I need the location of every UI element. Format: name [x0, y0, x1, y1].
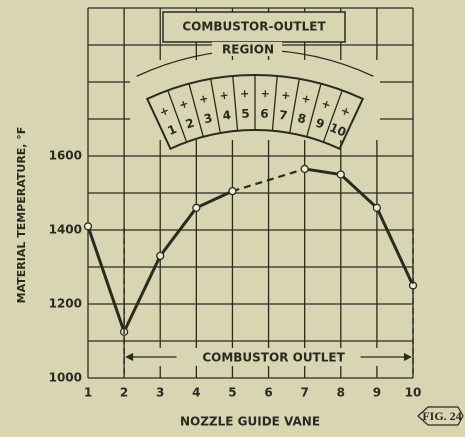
x-tick-label: 4	[192, 386, 200, 400]
data-point	[156, 251, 165, 261]
inset-region: REGION	[222, 43, 274, 57]
y-tick-label: 1600	[49, 149, 82, 163]
vane-label: 7	[278, 108, 288, 123]
vane-divider	[322, 90, 343, 143]
vane-plus: +	[300, 92, 312, 107]
vane-divider	[210, 78, 221, 134]
data-point	[192, 203, 201, 212]
vane-plus: +	[339, 104, 352, 120]
x-tick-label: 8	[337, 386, 345, 400]
inset-arc	[145, 74, 365, 151]
x-axis-title: NOZZLE GUIDE VANE	[180, 415, 320, 429]
x-tick-label: 10	[405, 386, 422, 400]
gap-connector	[232, 167, 305, 193]
inset-title: COMBUSTOR-OUTLET	[182, 20, 326, 34]
vane-divider	[232, 75, 239, 131]
span-label-bg	[176, 348, 361, 366]
x-tick-label: 7	[300, 386, 308, 400]
vane-plus: +	[320, 97, 333, 112]
inset: +1+2+3+4+5+6+7+8+9+10COMBUSTOR-OUTLETREG…	[130, 11, 380, 151]
inset-title-box	[162, 11, 346, 43]
vane-divider	[271, 75, 278, 131]
x-tick-label: 9	[373, 386, 381, 400]
data-point	[372, 203, 382, 212]
x-tick-label: 3	[156, 386, 164, 400]
data-point	[300, 164, 309, 174]
y-axis-title: MATERIAL TEMPERATURE, °F	[15, 127, 28, 304]
arrow-head	[404, 353, 412, 361]
arrow-head	[125, 353, 134, 361]
vane-label: 2	[184, 116, 196, 132]
x-tick-label: 6	[264, 386, 272, 400]
series-line	[304, 167, 415, 287]
x-tick-label: 1	[84, 386, 92, 400]
data-point	[228, 186, 237, 196]
data-point	[336, 170, 345, 179]
vane-plus: +	[178, 97, 191, 112]
vane-label: 10	[327, 120, 348, 139]
span-label: COMBUSTOR OUTLET	[202, 351, 345, 365]
vane-divider	[289, 78, 300, 134]
vane-label: 9	[314, 116, 326, 132]
vane-divider	[167, 90, 188, 143]
vane-plus: +	[158, 104, 171, 120]
vane-plus: +	[280, 88, 291, 102]
y-tick-label: 1200	[49, 297, 82, 311]
data-point	[83, 222, 93, 231]
vane-plus: +	[260, 87, 270, 100]
vane-plus: +	[240, 87, 250, 100]
vane-plus: +	[219, 88, 230, 102]
figure-badge	[417, 406, 464, 426]
x-tick-label: 5	[228, 386, 236, 400]
vane-label: 5	[241, 107, 250, 121]
vane-label: 6	[260, 107, 269, 121]
figure-label: FIG. 24	[422, 409, 461, 423]
region-bg	[212, 42, 282, 56]
y-tick-label: 1400	[49, 223, 82, 237]
vane-label: 8	[296, 111, 307, 126]
vane-label: 4	[222, 108, 232, 123]
x-tick-label: 2	[120, 386, 128, 400]
vane-divider	[306, 83, 322, 137]
y-tick-label: 1000	[49, 371, 82, 385]
vane-label: 3	[203, 111, 214, 126]
vane-divider	[188, 83, 204, 137]
vane-plus: +	[198, 92, 210, 107]
